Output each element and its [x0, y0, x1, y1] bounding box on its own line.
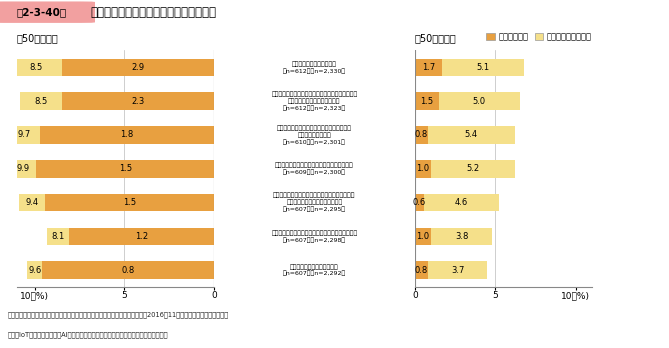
Text: 製品・サービスの需要の予測
（n=607）（n=2,292）: 製品・サービスの需要の予測 （n=607）（n=2,292） — [283, 264, 346, 276]
Text: 5.4: 5.4 — [465, 130, 478, 140]
Bar — [415, 126, 514, 144]
Text: 0.8: 0.8 — [415, 130, 428, 140]
Bar — [20, 92, 214, 110]
Bar — [62, 92, 214, 110]
Text: （注）IoT、ビッグデータ、AI、ロボット等の新技術の活用状況について尋ねたもの。: （注）IoT、ビッグデータ、AI、ロボット等の新技術の活用状況について尋ねたもの… — [8, 331, 169, 338]
Text: 従業員の稼動状態・動線を「見える化」し、
業務プロセスを改善
（n=610）（n=2,301）: 従業員の稼動状態・動線を「見える化」し、 業務プロセスを改善 （n=610）（n… — [277, 125, 352, 145]
Text: 2.9: 2.9 — [131, 63, 145, 72]
Text: 製品・サービスの稼動状況、顧客・取引先ニーズを
把握し新製品・サービスを開発
（n=612）（n=2,323）: 製品・サービスの稼動状況、顧客・取引先ニーズを 把握し新製品・サービスを開発 （… — [272, 92, 357, 111]
Text: 8.5: 8.5 — [29, 63, 42, 72]
Text: 0.8: 0.8 — [121, 266, 134, 275]
Bar — [415, 194, 498, 211]
Bar — [415, 92, 520, 110]
Text: 8.5: 8.5 — [34, 97, 47, 106]
Bar — [27, 261, 214, 279]
Bar — [47, 228, 214, 245]
Text: 9.7: 9.7 — [17, 130, 31, 140]
Text: 5.2: 5.2 — [466, 164, 480, 173]
Text: 8.1: 8.1 — [52, 232, 65, 241]
FancyBboxPatch shape — [0, 1, 95, 23]
Bar — [415, 92, 439, 110]
Text: 顧客・取引先のニーズ把握
（n=612）（n=2,330）: 顧客・取引先のニーズ把握 （n=612）（n=2,330） — [283, 61, 346, 74]
Text: 9.6: 9.6 — [28, 266, 41, 275]
Legend: 活用している, 活用を検討している: 活用している, 活用を検討している — [486, 33, 591, 41]
Bar — [42, 261, 214, 279]
Bar — [415, 160, 431, 177]
Bar — [415, 261, 487, 279]
Text: 5.1: 5.1 — [477, 63, 490, 72]
Bar — [36, 160, 214, 177]
Text: 9.4: 9.4 — [25, 198, 39, 207]
Text: 0.6: 0.6 — [413, 198, 426, 207]
Text: 1.5: 1.5 — [118, 164, 132, 173]
Text: バックヤード・アシスタント業務の自動化・省力化
（n=607）（n=2,298）: バックヤード・アシスタント業務の自動化・省力化 （n=607）（n=2,298） — [272, 230, 357, 243]
Text: 3.8: 3.8 — [455, 232, 468, 241]
Bar — [9, 160, 214, 177]
Text: 第2-3-40図: 第2-3-40図 — [17, 7, 66, 17]
Bar — [415, 160, 514, 177]
Bar — [415, 194, 424, 211]
Text: 受注、生産、在庫状況等を統一的に把握・管理
（n=609）（n=2,300）: 受注、生産、在庫状況等を統一的に把握・管理 （n=609）（n=2,300） — [275, 163, 354, 175]
Bar — [45, 194, 214, 211]
Text: 9.9: 9.9 — [17, 164, 29, 173]
Bar — [415, 58, 442, 76]
Text: 【50歳以上】: 【50歳以上】 — [415, 33, 456, 44]
Bar — [62, 58, 214, 76]
Text: 1.0: 1.0 — [416, 232, 429, 241]
Text: 1.2: 1.2 — [135, 232, 148, 241]
Text: 3.7: 3.7 — [451, 266, 464, 275]
Bar — [415, 261, 427, 279]
Text: 1.8: 1.8 — [120, 130, 134, 140]
Text: 経営者年代別に見た、新技術の活用状況: 経営者年代別に見た、新技術の活用状況 — [90, 6, 216, 19]
Text: 5.0: 5.0 — [473, 97, 486, 106]
Text: 1.5: 1.5 — [420, 97, 434, 106]
Bar — [69, 228, 214, 245]
Bar — [9, 58, 214, 76]
Bar — [415, 58, 524, 76]
Bar — [415, 228, 431, 245]
Bar — [8, 126, 214, 144]
Text: 資料：中小企業庁委託「中小企業の成長に向けた事業戦略等に関する調査」（2016年11月、（株）野村総合研究所）: 資料：中小企業庁委託「中小企業の成長に向けた事業戦略等に関する調査」（2016年… — [8, 311, 229, 318]
Text: 1.5: 1.5 — [123, 198, 136, 207]
Bar — [40, 126, 214, 144]
Text: 【50歳未満】: 【50歳未満】 — [17, 33, 58, 44]
Text: 4.6: 4.6 — [455, 198, 468, 207]
Text: 1.0: 1.0 — [416, 164, 429, 173]
Bar — [415, 228, 492, 245]
Text: 0.8: 0.8 — [415, 266, 428, 275]
Text: 顧客・取引先ニーズを把握し、製品の少量多品種
生産やきめ細かなサービスの提供
（n=607）（n=2,295）: 顧客・取引先ニーズを把握し、製品の少量多品種 生産やきめ細かなサービスの提供 （… — [273, 193, 356, 212]
Text: 2.3: 2.3 — [131, 97, 145, 106]
Bar — [19, 194, 214, 211]
Bar — [415, 126, 427, 144]
Text: 1.7: 1.7 — [422, 63, 435, 72]
